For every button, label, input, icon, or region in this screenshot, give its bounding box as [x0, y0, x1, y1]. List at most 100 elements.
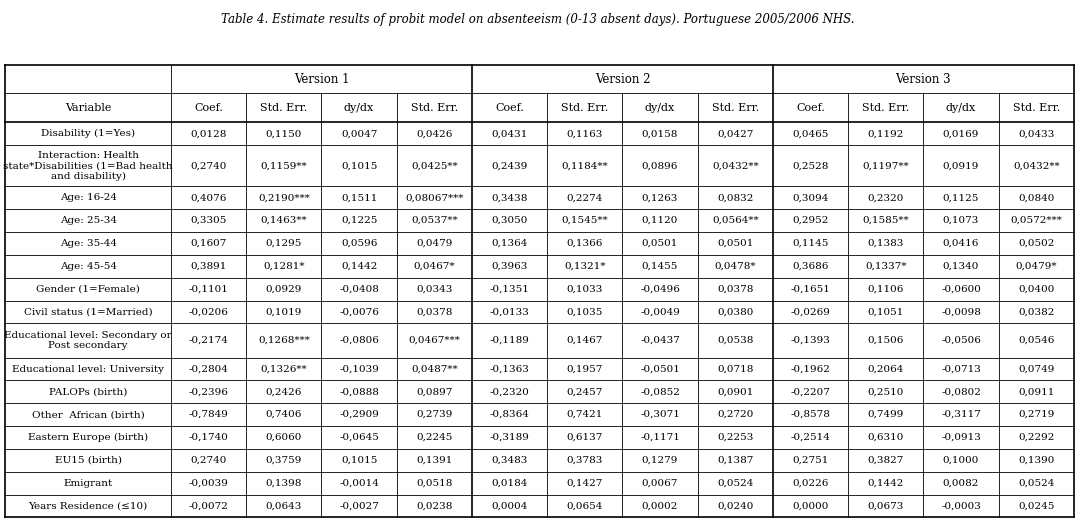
Text: -0,0645: -0,0645: [339, 433, 379, 442]
Text: -0,1171: -0,1171: [640, 433, 680, 442]
Text: 0,1585**: 0,1585**: [863, 216, 909, 225]
Text: 0,1364: 0,1364: [492, 239, 527, 248]
Text: Age: 25-34: Age: 25-34: [59, 216, 116, 225]
Text: -0,8578: -0,8578: [791, 410, 831, 419]
Text: 0,0718: 0,0718: [717, 365, 753, 373]
Text: 0,0082: 0,0082: [943, 478, 979, 488]
Text: 0,0400: 0,0400: [1018, 284, 1054, 294]
Text: Civil status (1=Married): Civil status (1=Married): [24, 307, 153, 317]
Text: PALOPs (birth): PALOPs (birth): [49, 387, 127, 396]
Text: 0,6310: 0,6310: [867, 433, 904, 442]
Text: 0,4076: 0,4076: [190, 193, 227, 202]
Text: 0,1427: 0,1427: [567, 478, 603, 488]
Text: 0,1019: 0,1019: [266, 307, 302, 317]
Text: -0,1393: -0,1393: [791, 336, 831, 345]
Text: 0,1106: 0,1106: [867, 284, 904, 294]
Text: 0,3963: 0,3963: [492, 262, 527, 271]
Text: 0,0929: 0,0929: [266, 284, 302, 294]
Text: Educational level: Secondary or
Post secondary: Educational level: Secondary or Post sec…: [4, 331, 172, 350]
Text: 0,1398: 0,1398: [266, 478, 302, 488]
Text: Coef.: Coef.: [194, 103, 223, 113]
Text: 0,2064: 0,2064: [867, 365, 904, 373]
Text: 0,0501: 0,0501: [717, 239, 753, 248]
Text: 0,1015: 0,1015: [341, 161, 378, 171]
Text: 0,0128: 0,0128: [190, 129, 227, 138]
Text: -0,0003: -0,0003: [942, 501, 981, 511]
Text: 0,0673: 0,0673: [867, 501, 904, 511]
Text: 0,1051: 0,1051: [867, 307, 904, 317]
Text: Version 1: Version 1: [294, 72, 350, 85]
Text: 0,1125: 0,1125: [943, 193, 979, 202]
Text: 0,1150: 0,1150: [266, 129, 302, 138]
Text: Std. Err.: Std. Err.: [562, 103, 608, 113]
Text: 0,3050: 0,3050: [492, 216, 527, 225]
Text: 0,6137: 0,6137: [567, 433, 603, 442]
Text: 0,7499: 0,7499: [867, 410, 904, 419]
Text: -0,2909: -0,2909: [339, 410, 379, 419]
Text: 0,0426: 0,0426: [416, 129, 453, 138]
Text: 0,0432**: 0,0432**: [1013, 161, 1060, 171]
Text: 0,2739: 0,2739: [416, 410, 453, 419]
Text: dy/dx: dy/dx: [645, 103, 675, 113]
Text: 0,2720: 0,2720: [717, 410, 753, 419]
Text: 0,1340: 0,1340: [943, 262, 979, 271]
Text: 0,0184: 0,0184: [492, 478, 527, 488]
Text: 0,0524: 0,0524: [717, 478, 753, 488]
Text: Emigrant: Emigrant: [63, 478, 113, 488]
Text: -0,0501: -0,0501: [640, 365, 680, 373]
Text: 0,1159**: 0,1159**: [260, 161, 307, 171]
Text: 0,2439: 0,2439: [492, 161, 527, 171]
Text: 0,0546: 0,0546: [1018, 336, 1054, 345]
Text: -0,2320: -0,2320: [490, 387, 529, 396]
Text: 0,1337*: 0,1337*: [865, 262, 906, 271]
Text: -0,1363: -0,1363: [490, 365, 529, 373]
Text: Gender (1=Female): Gender (1=Female): [37, 284, 140, 294]
Text: 0,0896: 0,0896: [642, 161, 678, 171]
Text: 0,0000: 0,0000: [792, 501, 829, 511]
Text: -0,0076: -0,0076: [339, 307, 379, 317]
Text: 0,0002: 0,0002: [642, 501, 678, 511]
Text: 0,0654: 0,0654: [567, 501, 603, 511]
Text: 0,0245: 0,0245: [1018, 501, 1054, 511]
Text: -0,0408: -0,0408: [339, 284, 379, 294]
Text: -0,1351: -0,1351: [490, 284, 529, 294]
Text: 0,1279: 0,1279: [642, 456, 678, 465]
Text: 0,0564**: 0,0564**: [712, 216, 759, 225]
Text: -0,1962: -0,1962: [791, 365, 831, 373]
Text: -0,0269: -0,0269: [791, 307, 831, 317]
Text: 0,0378: 0,0378: [416, 307, 453, 317]
Text: 0,0537**: 0,0537**: [411, 216, 457, 225]
Text: 0,1295: 0,1295: [266, 239, 302, 248]
Text: 0,2253: 0,2253: [717, 433, 753, 442]
Text: 0,1467: 0,1467: [567, 336, 603, 345]
Text: 0,1383: 0,1383: [867, 239, 904, 248]
Text: 0,0433: 0,0433: [1018, 129, 1054, 138]
Text: 0,2426: 0,2426: [266, 387, 302, 396]
Text: 0,0226: 0,0226: [792, 478, 829, 488]
Text: -0,1651: -0,1651: [791, 284, 831, 294]
Text: 0,2190***: 0,2190***: [258, 193, 310, 202]
Text: 0,1463**: 0,1463**: [260, 216, 307, 225]
Text: Std. Err.: Std. Err.: [711, 103, 759, 113]
Text: 0,0572***: 0,0572***: [1010, 216, 1062, 225]
Text: Table 4. Estimate results of probit model on absenteeism (0-13 absent days). Por: Table 4. Estimate results of probit mode…: [222, 13, 854, 26]
Text: dy/dx: dy/dx: [344, 103, 374, 113]
Text: 0,0427: 0,0427: [717, 129, 753, 138]
Text: -0,0806: -0,0806: [339, 336, 379, 345]
Text: Coef.: Coef.: [796, 103, 825, 113]
Text: 0,0487**: 0,0487**: [411, 365, 457, 373]
Text: -0,0027: -0,0027: [339, 501, 379, 511]
Text: Years Residence (≤10): Years Residence (≤10): [29, 501, 147, 511]
Text: 0,1145: 0,1145: [792, 239, 829, 248]
Text: -0,1039: -0,1039: [339, 365, 379, 373]
Text: -0,2804: -0,2804: [188, 365, 228, 373]
Text: 0,1390: 0,1390: [1018, 456, 1054, 465]
Text: 0,1263: 0,1263: [642, 193, 678, 202]
Text: 0,1281*: 0,1281*: [264, 262, 305, 271]
Text: 0,3827: 0,3827: [867, 456, 904, 465]
Text: 0,6060: 0,6060: [266, 433, 302, 442]
Text: Std. Err.: Std. Err.: [862, 103, 909, 113]
Text: Std. Err.: Std. Err.: [260, 103, 308, 113]
Text: -0,0713: -0,0713: [942, 365, 981, 373]
Text: 0,0897: 0,0897: [416, 387, 453, 396]
